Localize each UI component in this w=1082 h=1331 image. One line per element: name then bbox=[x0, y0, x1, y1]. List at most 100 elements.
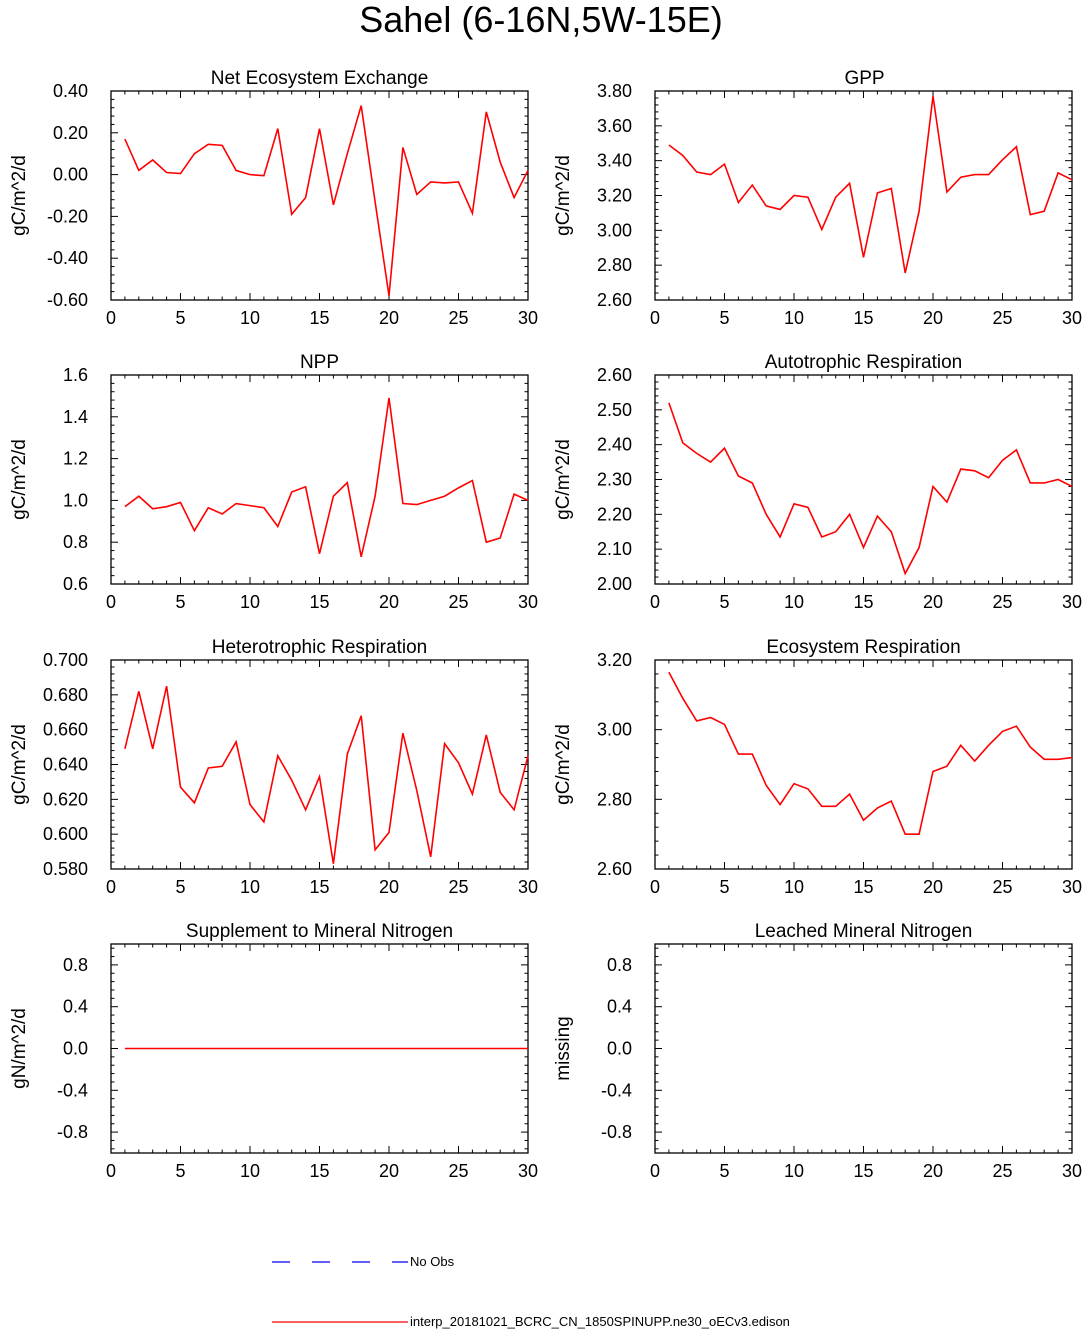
x-tick-label: 0 bbox=[106, 308, 116, 328]
y-tick-label: -0.4 bbox=[57, 1080, 88, 1100]
y-tick-label: 3.00 bbox=[597, 220, 632, 240]
x-tick-label: 30 bbox=[1062, 592, 1082, 612]
x-tick-label: 5 bbox=[719, 308, 729, 328]
x-tick-label: 25 bbox=[992, 592, 1012, 612]
y-tick-label: -0.8 bbox=[601, 1122, 632, 1142]
x-tick-label: 10 bbox=[240, 592, 260, 612]
x-tick-label: 30 bbox=[518, 308, 538, 328]
x-tick-label: 15 bbox=[309, 592, 329, 612]
y-tick-label: 0.4 bbox=[607, 997, 632, 1017]
x-tick-label: 0 bbox=[650, 1161, 660, 1181]
y-tick-label: 1.2 bbox=[63, 449, 88, 469]
x-tick-label: 20 bbox=[923, 877, 943, 897]
panel-autotrophic-respiration: Autotrophic Respiration gC/m^2/d 0 5 10 15 20 2… bbox=[553, 352, 1082, 612]
panel-title: Ecosystem Respiration bbox=[766, 637, 960, 658]
y-axis-label: gC/m^2/d bbox=[553, 724, 574, 805]
panel-leached-mineral-nitrogen: Leached Mineral Nitrogen missing 0 5 10 15 20 2… bbox=[553, 921, 1082, 1181]
y-tick-label: 0.0 bbox=[63, 1039, 88, 1059]
x-tick-label: 0 bbox=[650, 308, 660, 328]
series-line-model bbox=[668, 96, 1073, 274]
panel-title: Supplement to Mineral Nitrogen bbox=[186, 921, 453, 942]
x-tick-label: 15 bbox=[853, 308, 873, 328]
x-tick-label: 30 bbox=[518, 592, 538, 612]
y-tick-label: 0.640 bbox=[43, 755, 88, 775]
x-tick-label: 5 bbox=[719, 592, 729, 612]
y-axis-label: missing bbox=[553, 1016, 574, 1080]
x-tick-label: 10 bbox=[784, 877, 804, 897]
y-tick-label: 0.680 bbox=[43, 685, 88, 705]
y-tick-label: 3.40 bbox=[597, 151, 632, 171]
y-tick-label: 0.20 bbox=[53, 123, 88, 143]
x-tick-label: 25 bbox=[448, 592, 468, 612]
panel-gpp: GPP gC/m^2/d 0 5 10 15 20 25 30 2.60 2.80 3.00 3.20 3… bbox=[553, 68, 1082, 328]
x-tick-label: 30 bbox=[1062, 308, 1082, 328]
y-tick-label: 0.6 bbox=[63, 574, 88, 594]
x-tick-label: 0 bbox=[106, 592, 116, 612]
y-axis-label: gC/m^2/d bbox=[9, 724, 30, 805]
y-tick-label: 2.10 bbox=[597, 539, 632, 559]
x-tick-label: 0 bbox=[106, 1161, 116, 1181]
y-tick-label: 0.700 bbox=[43, 650, 88, 670]
panel-npp: NPP gC/m^2/d 0 5 10 15 20 25 30 0.6 0.8 1.0 1.2 1.4 1.… bbox=[9, 352, 538, 612]
x-tick-label: 15 bbox=[853, 1161, 873, 1181]
series-line-model bbox=[668, 671, 1073, 835]
panels: Net Ecosystem Exchange gC/m^2/d 0 5 10 15 20 25… bbox=[9, 68, 1082, 1181]
x-tick-label: 15 bbox=[853, 592, 873, 612]
y-tick-label: -0.60 bbox=[47, 290, 88, 310]
y-tick-label: 2.60 bbox=[597, 365, 632, 385]
series-line-model bbox=[668, 402, 1073, 576]
legend-obs-label: No Obs bbox=[410, 1254, 455, 1269]
x-tick-label: 5 bbox=[175, 592, 185, 612]
y-tick-label: 2.40 bbox=[597, 435, 632, 455]
panel-title: Heterotrophic Respiration bbox=[212, 637, 427, 658]
y-tick-label: 1.4 bbox=[63, 407, 88, 427]
panel-supplement-to-mineral-nitrogen: Supplement to Mineral Nitrogen gN/m^2/d 0 5… bbox=[9, 921, 538, 1181]
y-tick-label: 0.0 bbox=[607, 1039, 632, 1059]
y-tick-label: 1.0 bbox=[63, 490, 88, 510]
x-tick-label: 20 bbox=[923, 592, 943, 612]
x-tick-label: 30 bbox=[518, 1161, 538, 1181]
x-tick-label: 5 bbox=[719, 1161, 729, 1181]
y-tick-label: 0.8 bbox=[607, 955, 632, 975]
x-tick-label: 25 bbox=[448, 877, 468, 897]
x-tick-label: 30 bbox=[1062, 877, 1082, 897]
x-tick-label: 30 bbox=[518, 877, 538, 897]
y-tick-label: 0.00 bbox=[53, 165, 88, 185]
x-tick-label: 20 bbox=[379, 308, 399, 328]
x-tick-label: 25 bbox=[992, 1161, 1012, 1181]
y-tick-label: 2.50 bbox=[597, 400, 632, 420]
y-axis-label: gC/m^2/d bbox=[9, 439, 30, 520]
x-tick-label: 5 bbox=[175, 1161, 185, 1181]
x-tick-label: 25 bbox=[992, 877, 1012, 897]
x-tick-label: 0 bbox=[650, 592, 660, 612]
x-tick-label: 0 bbox=[106, 877, 116, 897]
y-tick-label: 3.80 bbox=[597, 81, 632, 101]
y-tick-label: 0.600 bbox=[43, 824, 88, 844]
y-tick-label: 0.8 bbox=[63, 955, 88, 975]
panel-heterotrophic-respiration: Heterotrophic Respiration gC/m^2/d 0 5 10 15 2… bbox=[9, 637, 538, 897]
x-tick-label: 10 bbox=[784, 1161, 804, 1181]
panel-title: GPP bbox=[844, 68, 884, 89]
y-axis-label: gC/m^2/d bbox=[9, 155, 30, 236]
x-tick-label: 25 bbox=[448, 308, 468, 328]
x-tick-label: 30 bbox=[1062, 1161, 1082, 1181]
panel-title: Net Ecosystem Exchange bbox=[211, 68, 429, 89]
x-tick-label: 20 bbox=[379, 1161, 399, 1181]
x-tick-label: 25 bbox=[992, 308, 1012, 328]
x-tick-label: 10 bbox=[784, 592, 804, 612]
panel-title: Autotrophic Respiration bbox=[765, 352, 963, 373]
y-tick-label: 2.60 bbox=[597, 859, 632, 879]
x-tick-label: 0 bbox=[650, 877, 660, 897]
panel-net-ecosystem-exchange: Net Ecosystem Exchange gC/m^2/d 0 5 10 15 20 25… bbox=[9, 68, 538, 328]
plot-frame bbox=[110, 90, 529, 301]
y-tick-label: 0.580 bbox=[43, 859, 88, 879]
x-tick-label: 15 bbox=[309, 1161, 329, 1181]
x-tick-label: 5 bbox=[175, 877, 185, 897]
x-tick-label: 15 bbox=[309, 308, 329, 328]
y-tick-label: 2.80 bbox=[597, 255, 632, 275]
y-tick-label: 0.660 bbox=[43, 720, 88, 740]
x-tick-label: 5 bbox=[719, 877, 729, 897]
y-tick-label: 2.30 bbox=[597, 470, 632, 490]
x-tick-label: 10 bbox=[240, 308, 260, 328]
